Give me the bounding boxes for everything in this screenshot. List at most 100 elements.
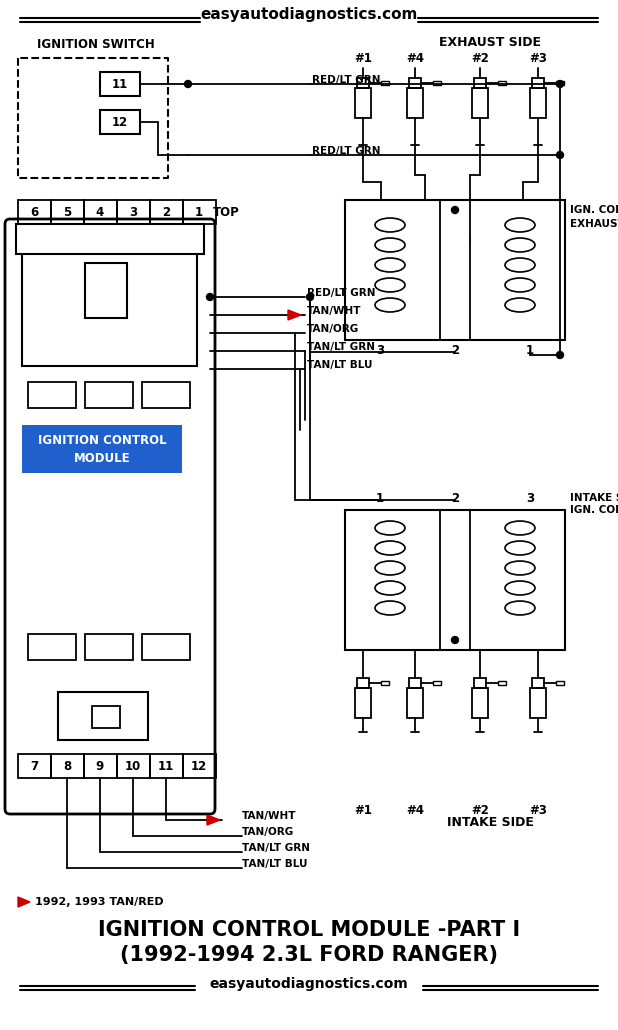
Bar bbox=[530, 688, 546, 718]
Text: IGNITION CONTROL: IGNITION CONTROL bbox=[38, 434, 166, 446]
Text: MODULE: MODULE bbox=[74, 451, 130, 465]
Bar bbox=[85, 263, 127, 318]
Circle shape bbox=[307, 294, 313, 301]
Bar bbox=[84, 754, 117, 778]
Text: IGN. COIL: IGN. COIL bbox=[570, 505, 618, 515]
Text: RED/LT GRN: RED/LT GRN bbox=[307, 288, 376, 298]
Text: #3: #3 bbox=[529, 803, 547, 817]
Text: 11: 11 bbox=[112, 77, 128, 91]
Bar bbox=[556, 681, 564, 685]
Bar bbox=[355, 88, 371, 118]
Text: 11: 11 bbox=[158, 759, 174, 772]
Text: IGNITION CONTROL MODULE -PART I: IGNITION CONTROL MODULE -PART I bbox=[98, 920, 520, 940]
Bar bbox=[84, 200, 117, 224]
Text: TAN/ORG: TAN/ORG bbox=[242, 827, 294, 837]
Text: #4: #4 bbox=[406, 803, 424, 817]
Polygon shape bbox=[18, 897, 30, 907]
Bar bbox=[142, 634, 190, 660]
Circle shape bbox=[556, 80, 564, 88]
Bar bbox=[117, 200, 150, 224]
Bar bbox=[100, 72, 140, 96]
Bar bbox=[58, 692, 148, 740]
Text: TAN/WHT: TAN/WHT bbox=[242, 811, 297, 821]
Text: #2: #2 bbox=[471, 52, 489, 65]
Bar bbox=[409, 78, 421, 88]
Text: 3: 3 bbox=[376, 343, 384, 356]
Bar bbox=[381, 681, 389, 685]
Circle shape bbox=[452, 206, 459, 213]
Text: 1: 1 bbox=[526, 343, 534, 356]
Bar bbox=[345, 200, 565, 340]
Text: 7: 7 bbox=[30, 759, 38, 772]
Text: 5: 5 bbox=[63, 206, 71, 218]
Bar bbox=[51, 754, 84, 778]
Polygon shape bbox=[207, 815, 220, 825]
Bar bbox=[474, 78, 486, 88]
Bar bbox=[381, 81, 389, 85]
Text: RED/LT GRN: RED/LT GRN bbox=[312, 75, 381, 85]
Bar bbox=[532, 678, 544, 688]
Bar bbox=[183, 200, 216, 224]
Bar bbox=[345, 510, 565, 650]
FancyBboxPatch shape bbox=[5, 219, 215, 814]
Text: 9: 9 bbox=[96, 759, 104, 772]
Text: TAN/LT BLU: TAN/LT BLU bbox=[242, 859, 308, 869]
Bar bbox=[142, 382, 190, 408]
Bar bbox=[28, 382, 76, 408]
Text: 2: 2 bbox=[451, 491, 459, 505]
Text: #1: #1 bbox=[354, 803, 372, 817]
Bar bbox=[407, 688, 423, 718]
Text: TAN/LT GRN: TAN/LT GRN bbox=[307, 342, 375, 352]
Bar bbox=[357, 78, 369, 88]
Bar bbox=[85, 634, 133, 660]
Bar bbox=[556, 81, 564, 85]
Bar bbox=[474, 678, 486, 688]
Bar bbox=[409, 678, 421, 688]
Bar bbox=[28, 634, 76, 660]
Text: INTAKE SIDE: INTAKE SIDE bbox=[447, 816, 533, 828]
Text: 10: 10 bbox=[125, 759, 141, 772]
Bar bbox=[183, 754, 216, 778]
Text: 3: 3 bbox=[129, 206, 137, 218]
Bar bbox=[498, 681, 506, 685]
Text: #4: #4 bbox=[406, 52, 424, 65]
Bar bbox=[530, 88, 546, 118]
Text: TAN/LT BLU: TAN/LT BLU bbox=[307, 360, 373, 370]
Text: 1992, 1993 TAN/RED: 1992, 1993 TAN/RED bbox=[35, 897, 164, 907]
Text: 2: 2 bbox=[162, 206, 170, 218]
Bar bbox=[92, 706, 120, 728]
Text: TAN/ORG: TAN/ORG bbox=[307, 324, 359, 334]
Bar bbox=[85, 382, 133, 408]
Text: EXHAUST SIDE: EXHAUST SIDE bbox=[439, 35, 541, 48]
Bar bbox=[433, 81, 441, 85]
Circle shape bbox=[556, 351, 564, 358]
Text: TOP: TOP bbox=[213, 206, 240, 218]
Bar bbox=[18, 754, 51, 778]
Bar bbox=[433, 681, 441, 685]
Text: EXHAUST SIDE: EXHAUST SIDE bbox=[570, 219, 618, 229]
Bar bbox=[22, 425, 182, 473]
Circle shape bbox=[452, 637, 459, 644]
Text: 12: 12 bbox=[112, 115, 128, 129]
Bar bbox=[532, 78, 544, 88]
Bar bbox=[355, 688, 371, 718]
Bar bbox=[18, 200, 51, 224]
Text: 12: 12 bbox=[191, 759, 207, 772]
Bar bbox=[150, 754, 183, 778]
Text: easyautodiagnostics.com: easyautodiagnostics.com bbox=[210, 977, 408, 991]
Text: #2: #2 bbox=[471, 803, 489, 817]
Text: #1: #1 bbox=[354, 52, 372, 65]
Text: IGNITION SWITCH: IGNITION SWITCH bbox=[37, 37, 154, 50]
Bar bbox=[150, 200, 183, 224]
Text: 4: 4 bbox=[96, 206, 104, 218]
Bar bbox=[22, 248, 197, 366]
Bar bbox=[100, 110, 140, 134]
Text: 6: 6 bbox=[30, 206, 38, 218]
Text: 3: 3 bbox=[526, 491, 534, 505]
Polygon shape bbox=[288, 310, 301, 320]
Text: IGN. COIL: IGN. COIL bbox=[570, 205, 618, 215]
Bar bbox=[472, 88, 488, 118]
Text: 8: 8 bbox=[63, 759, 71, 772]
Text: TAN/LT GRN: TAN/LT GRN bbox=[242, 843, 310, 853]
Text: TAN/WHT: TAN/WHT bbox=[307, 306, 362, 316]
